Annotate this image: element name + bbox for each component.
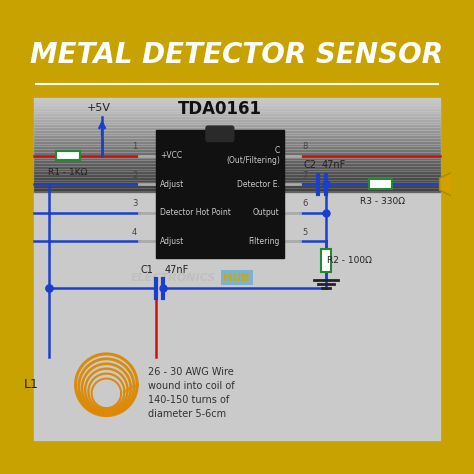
Text: +VCC: +VCC bbox=[160, 151, 182, 160]
Bar bbox=[34, 104, 440, 106]
Bar bbox=[34, 109, 440, 110]
Bar bbox=[34, 181, 440, 182]
Text: 47nF: 47nF bbox=[164, 264, 188, 275]
Text: 3: 3 bbox=[132, 200, 137, 209]
Bar bbox=[34, 182, 440, 184]
Text: R2 - 100Ω: R2 - 100Ω bbox=[327, 256, 372, 265]
Bar bbox=[34, 128, 440, 129]
Text: C2: C2 bbox=[303, 161, 316, 171]
Bar bbox=[34, 167, 440, 168]
Bar bbox=[34, 140, 440, 142]
Bar bbox=[34, 98, 440, 100]
Text: 7: 7 bbox=[302, 171, 308, 180]
Bar bbox=[34, 110, 440, 112]
Text: C1: C1 bbox=[141, 264, 154, 275]
Text: R3 - 330Ω: R3 - 330Ω bbox=[360, 197, 405, 206]
Bar bbox=[34, 164, 440, 165]
Text: 47nF: 47nF bbox=[322, 161, 346, 171]
Bar bbox=[34, 178, 440, 180]
Bar bbox=[56, 151, 80, 160]
Text: 1: 1 bbox=[132, 142, 137, 151]
Bar bbox=[34, 170, 440, 172]
Bar bbox=[34, 106, 440, 107]
Bar bbox=[34, 162, 440, 164]
Bar bbox=[34, 114, 440, 115]
Bar bbox=[34, 118, 440, 120]
Bar bbox=[34, 151, 440, 153]
Bar bbox=[34, 98, 440, 440]
Bar bbox=[34, 153, 440, 155]
Bar bbox=[34, 139, 440, 140]
Bar bbox=[34, 131, 440, 132]
Bar bbox=[34, 115, 440, 117]
Text: 6: 6 bbox=[302, 200, 308, 209]
Bar bbox=[34, 157, 440, 159]
Text: C
(Out/Filtering): C (Out/Filtering) bbox=[226, 146, 280, 165]
Bar bbox=[34, 100, 440, 101]
Bar bbox=[369, 180, 392, 189]
Bar bbox=[34, 186, 440, 187]
Bar bbox=[34, 142, 440, 143]
Bar bbox=[34, 189, 440, 191]
Text: R1 - 1KΩ: R1 - 1KΩ bbox=[48, 168, 88, 177]
Text: Adjust: Adjust bbox=[160, 180, 184, 189]
Bar bbox=[34, 175, 440, 176]
Bar bbox=[34, 191, 440, 192]
Bar bbox=[34, 173, 440, 175]
Text: Adjust: Adjust bbox=[160, 237, 184, 246]
Bar bbox=[34, 165, 440, 167]
Text: Detector E.: Detector E. bbox=[237, 180, 280, 189]
Text: Output: Output bbox=[253, 208, 280, 217]
Bar bbox=[34, 159, 440, 161]
Text: 4: 4 bbox=[132, 228, 137, 237]
Text: METAL DETECTOR SENSOR: METAL DETECTOR SENSOR bbox=[30, 41, 444, 69]
Text: +5V: +5V bbox=[87, 103, 111, 113]
Bar bbox=[321, 249, 331, 273]
Bar bbox=[34, 143, 440, 145]
Bar bbox=[34, 112, 440, 114]
Bar bbox=[34, 137, 440, 139]
Bar bbox=[34, 156, 440, 157]
Bar bbox=[34, 129, 440, 131]
Polygon shape bbox=[439, 171, 456, 198]
Text: TDA0161: TDA0161 bbox=[178, 100, 262, 118]
Bar bbox=[34, 148, 440, 150]
Bar bbox=[34, 136, 440, 137]
Text: ELECTRONICS: ELECTRONICS bbox=[131, 273, 217, 283]
Bar bbox=[34, 145, 440, 146]
Bar bbox=[34, 101, 440, 102]
Text: 8: 8 bbox=[302, 142, 308, 151]
Bar bbox=[155, 130, 284, 258]
Bar bbox=[34, 180, 440, 181]
Text: 2: 2 bbox=[132, 171, 137, 180]
Bar bbox=[34, 172, 440, 173]
Bar bbox=[34, 132, 440, 134]
Bar bbox=[34, 102, 440, 104]
Bar bbox=[23, 23, 451, 87]
Text: Filtering: Filtering bbox=[248, 237, 280, 246]
Bar bbox=[34, 121, 440, 123]
Bar bbox=[34, 117, 440, 118]
Bar bbox=[34, 187, 440, 189]
Bar bbox=[34, 176, 440, 178]
Bar bbox=[34, 161, 440, 162]
Bar bbox=[34, 126, 440, 128]
Bar bbox=[34, 125, 440, 126]
Text: Detector Hot Point: Detector Hot Point bbox=[160, 208, 231, 217]
Bar bbox=[34, 107, 440, 109]
FancyBboxPatch shape bbox=[206, 126, 234, 142]
Bar bbox=[34, 150, 440, 151]
Bar bbox=[34, 184, 440, 186]
Bar bbox=[34, 123, 440, 125]
Text: 5: 5 bbox=[302, 228, 308, 237]
Bar bbox=[34, 155, 440, 156]
Bar bbox=[34, 168, 440, 170]
Text: 26 - 30 AWG Wire
wound into coil of
140-150 turns of
diameter 5-6cm: 26 - 30 AWG Wire wound into coil of 140-… bbox=[148, 367, 235, 419]
Bar bbox=[34, 120, 440, 121]
Text: L1: L1 bbox=[24, 378, 39, 391]
Bar bbox=[34, 146, 440, 148]
Bar bbox=[34, 134, 440, 136]
Text: HUB: HUB bbox=[223, 273, 250, 283]
